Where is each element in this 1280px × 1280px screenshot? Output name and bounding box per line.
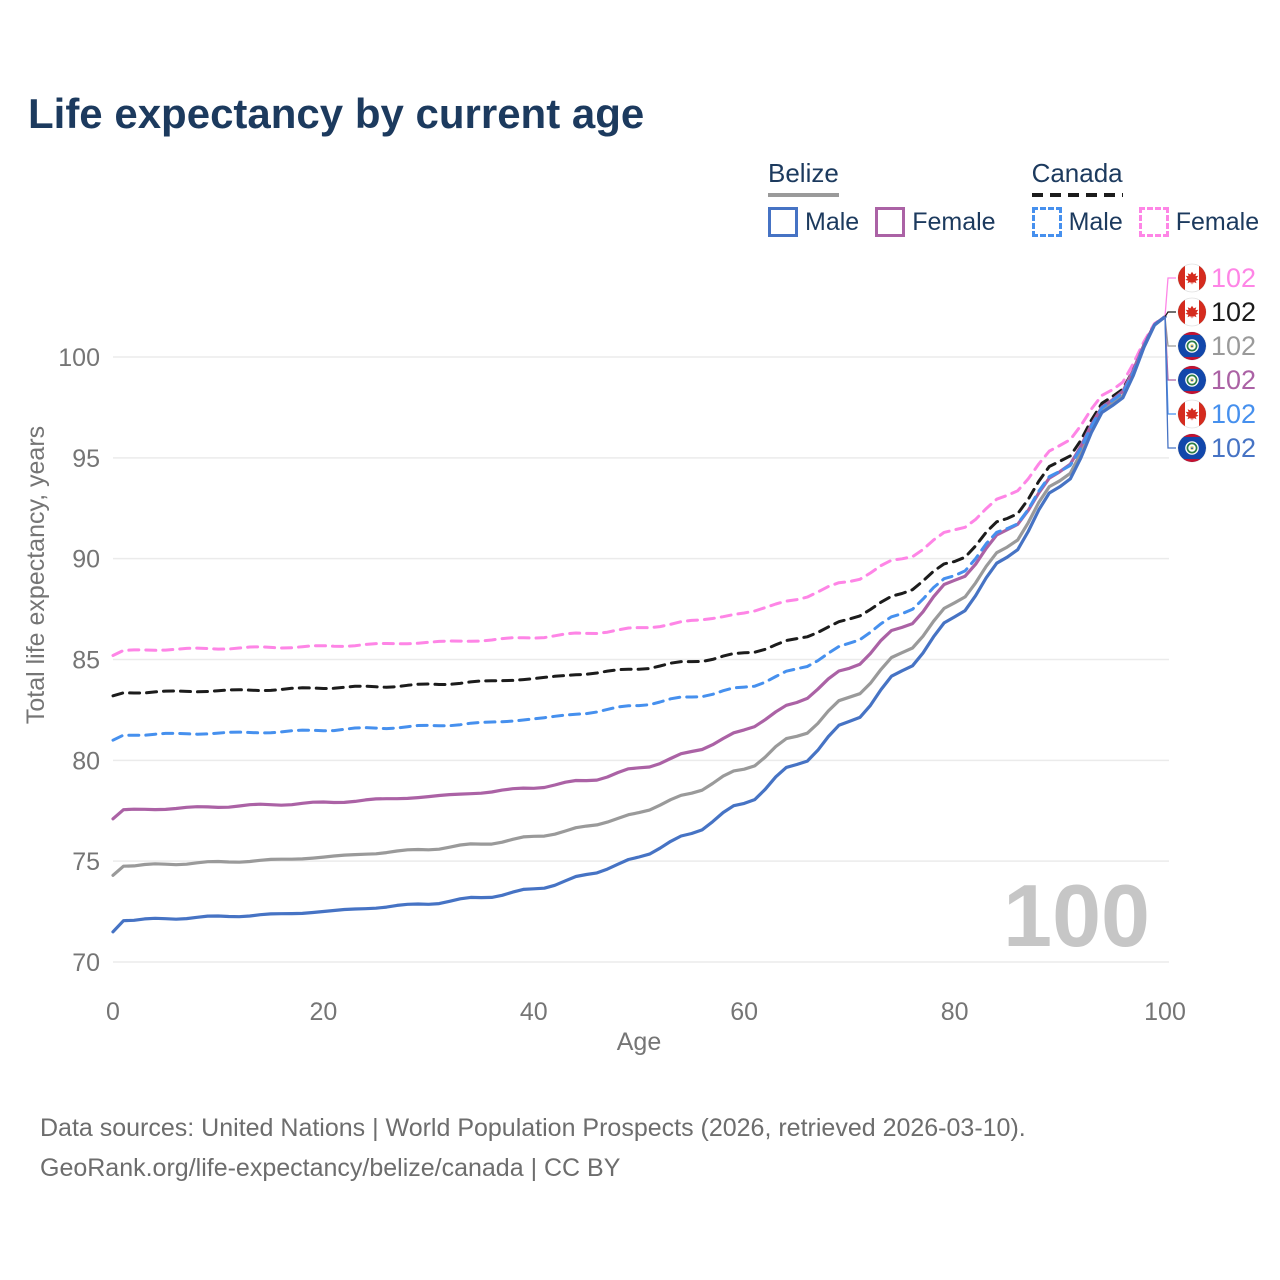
y-tick-label: 85 (72, 647, 100, 675)
belize-male-swatch-icon (768, 207, 798, 237)
end-value-label-belize-female: 102 (1211, 365, 1256, 395)
legend-group-belize: Belize Male Female (768, 158, 996, 237)
end-label-connector-canada-total (1164, 311, 1176, 318)
legend-item-canada-male[interactable]: Male (1031, 207, 1123, 237)
y-tick-label: 75 (72, 848, 100, 876)
end-value-label-canada-total: 102 (1211, 297, 1256, 327)
series-line-belize-female (111, 315, 1167, 821)
series-line-belize-total (111, 315, 1167, 877)
belize-flag-icon (1177, 365, 1207, 395)
footer: Data sources: United Nations | World Pop… (40, 1108, 1026, 1188)
series-line-canada-total (111, 315, 1167, 698)
age-watermark: 100 (1003, 866, 1150, 965)
y-tick-label: 90 (72, 546, 100, 574)
legend-item-belize-female-label: Female (912, 207, 996, 236)
end-value-label-belize-total: 102 (1211, 331, 1256, 361)
legend-item-canada-female[interactable]: Female (1138, 207, 1260, 237)
series-line-belize-male (111, 315, 1167, 934)
x-tick-label: 40 (520, 998, 548, 1026)
legend-item-canada-male-label: Male (1068, 207, 1123, 236)
legend-item-canada-female-label: Female (1175, 207, 1260, 236)
x-axis-title: Age (617, 1028, 661, 1056)
legend-items-canada: Male Female (1031, 207, 1260, 237)
y-tick-label: 95 (72, 445, 100, 473)
end-value-label-canada-female: 102 (1211, 263, 1256, 293)
canada-flag-icon (1177, 263, 1207, 293)
canada-female-swatch-icon (1138, 207, 1169, 237)
legend-item-belize-male[interactable]: Male (768, 207, 859, 237)
belize-female-swatch-icon (875, 207, 906, 237)
canada-line-style-swatch (1031, 193, 1123, 197)
end-label-connector-canada-female (1164, 277, 1176, 317)
page-title: Life expectancy by current age (28, 90, 645, 137)
legend-group-canada: Canada Male Female (1031, 158, 1260, 237)
x-tick-label: 80 (941, 998, 969, 1026)
end-value-label-canada-male: 102 (1211, 399, 1256, 429)
canada-flag-icon (1177, 399, 1207, 429)
end-value-label-belize-male: 102 (1211, 433, 1256, 463)
belize-line-style-swatch (768, 193, 839, 197)
x-tick-label: 60 (730, 998, 758, 1026)
belize-flag-icon (1177, 331, 1207, 361)
legend-group-belize-header[interactable]: Belize (768, 158, 839, 197)
belize-flag-icon (1177, 433, 1207, 463)
x-tick-label: 20 (309, 998, 337, 1026)
legend-item-belize-female[interactable]: Female (875, 207, 996, 237)
series-line-canada-female (111, 315, 1167, 657)
canada-flag-icon (1177, 297, 1207, 327)
series-line-canada-male (111, 315, 1167, 742)
y-tick-label: 80 (72, 747, 100, 775)
legend-items-belize: Male Female (768, 207, 996, 237)
legend-group-canada-title: Canada (1031, 158, 1123, 188)
y-tick-label: 100 (58, 344, 100, 372)
footer-data-sources: Data sources: United Nations | World Pop… (40, 1114, 1026, 1142)
legend: Belize Male Female Canada (768, 158, 1259, 237)
footer-attribution: GeoRank.org/life-expectancy/belize/canad… (40, 1154, 621, 1182)
legend-group-belize-title: Belize (768, 158, 839, 188)
legend-group-canada-header[interactable]: Canada (1031, 158, 1123, 197)
y-axis-title: Total life expectancy, years (22, 426, 50, 724)
canada-male-swatch-icon (1031, 207, 1062, 237)
legend-item-belize-male-label: Male (805, 207, 860, 236)
end-label-connector-belize-male (1164, 316, 1176, 449)
x-tick-label: 0 (106, 998, 120, 1026)
x-tick-label: 100 (1144, 998, 1186, 1026)
y-tick-label: 70 (72, 949, 100, 977)
